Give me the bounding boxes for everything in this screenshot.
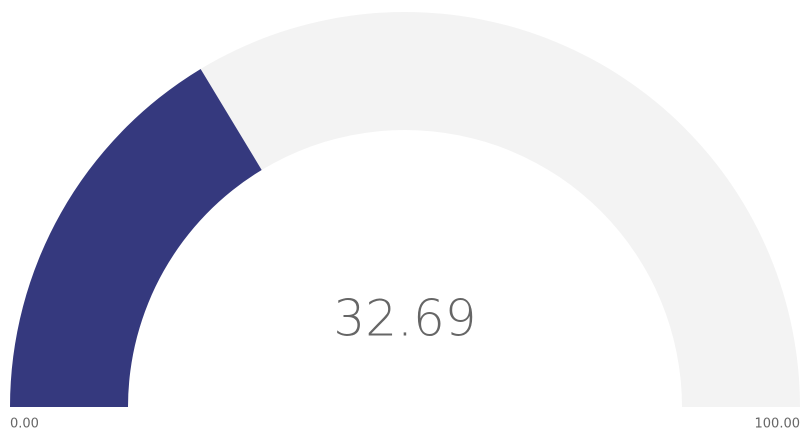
gauge-value-arc (10, 68, 262, 408)
gauge-range-label: 0.00 (10, 417, 39, 432)
gauge-value: 32.69 (333, 290, 476, 348)
gauge-range-label: 100.00 (755, 417, 801, 432)
